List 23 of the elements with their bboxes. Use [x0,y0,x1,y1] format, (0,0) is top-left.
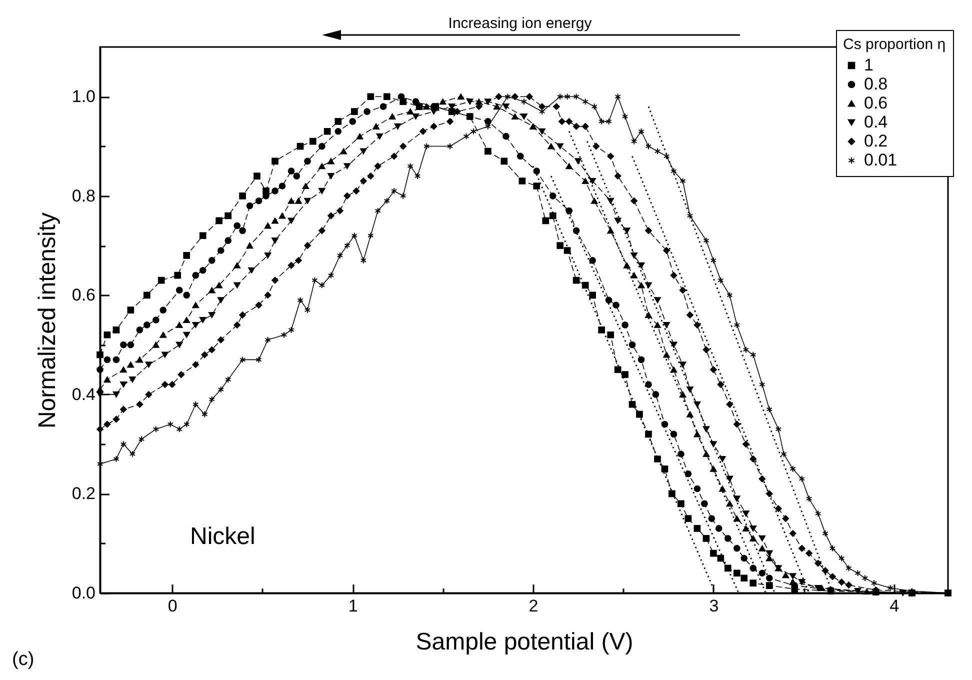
x-tick-label: 3 [709,596,719,616]
x-tick-label: 2 [528,596,538,616]
text: Increasing ion energy [448,15,592,32]
y-axis-title: Normalized intensity [34,212,61,429]
legend-label: 0.6 [864,94,888,112]
x-tick-label: 1 [348,596,358,616]
legend-label: 0.2 [864,132,888,150]
x-tick-label: 4 [890,596,900,616]
legend-label: 1 [864,56,874,74]
text: (c) [12,649,34,670]
annotation: Nickel [190,523,256,550]
legend-label: 0.01 [864,150,898,170]
y-tick-label: 0.0 [72,584,96,602]
y-tick-label: 0.2 [72,484,96,504]
legend-label: 0.4 [864,112,888,132]
y-tick-label: 0.8 [72,186,96,206]
x-tick-label: 0 [168,596,178,616]
y-tick-label: 1.0 [72,87,96,106]
legend-label: 0.8 [864,74,888,94]
legend-title: Cs proportion η [843,36,946,53]
y-tick-label: 0.6 [72,286,96,305]
x-axis-title: Sample potential (V) [416,628,634,656]
y-tick-label: 0.4 [72,384,96,404]
